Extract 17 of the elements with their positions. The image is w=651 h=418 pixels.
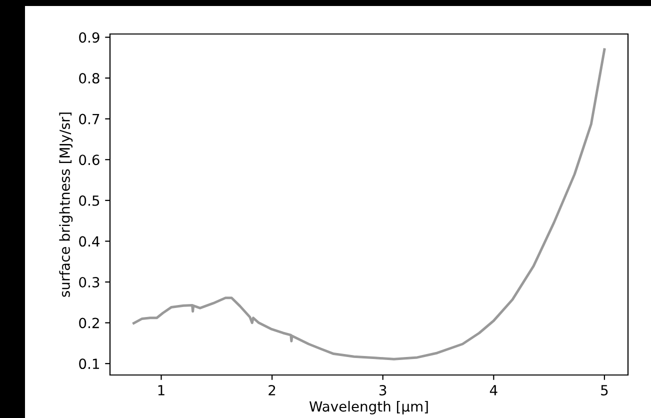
x-tick-label: 4 <box>490 385 498 396</box>
y-tick-label: 0.3 <box>79 276 100 288</box>
y-tick-label: 0.6 <box>79 154 100 166</box>
y-tick-label: 0.4 <box>79 236 100 247</box>
x-tick-label: 1 <box>158 385 164 396</box>
y-tick-label: 0.8 <box>79 73 100 84</box>
y-axis-title: surface brightness [MJy/sr] <box>59 112 73 297</box>
y-tick-label: 0.2 <box>79 318 99 328</box>
y-tick-label: 0.7 <box>79 114 100 124</box>
x-axis-title: Wavelength [μm] <box>309 400 428 414</box>
x-tick-label: 3 <box>379 384 386 396</box>
y-tick-label: 0.9 <box>79 32 100 43</box>
y-tick-label: 0.1 <box>79 358 99 370</box>
line-series <box>132 48 606 360</box>
y-tick-label: 0.5 <box>79 195 100 206</box>
x-tick-label: 5 <box>601 385 608 396</box>
x-tick-label: 2 <box>268 384 276 396</box>
